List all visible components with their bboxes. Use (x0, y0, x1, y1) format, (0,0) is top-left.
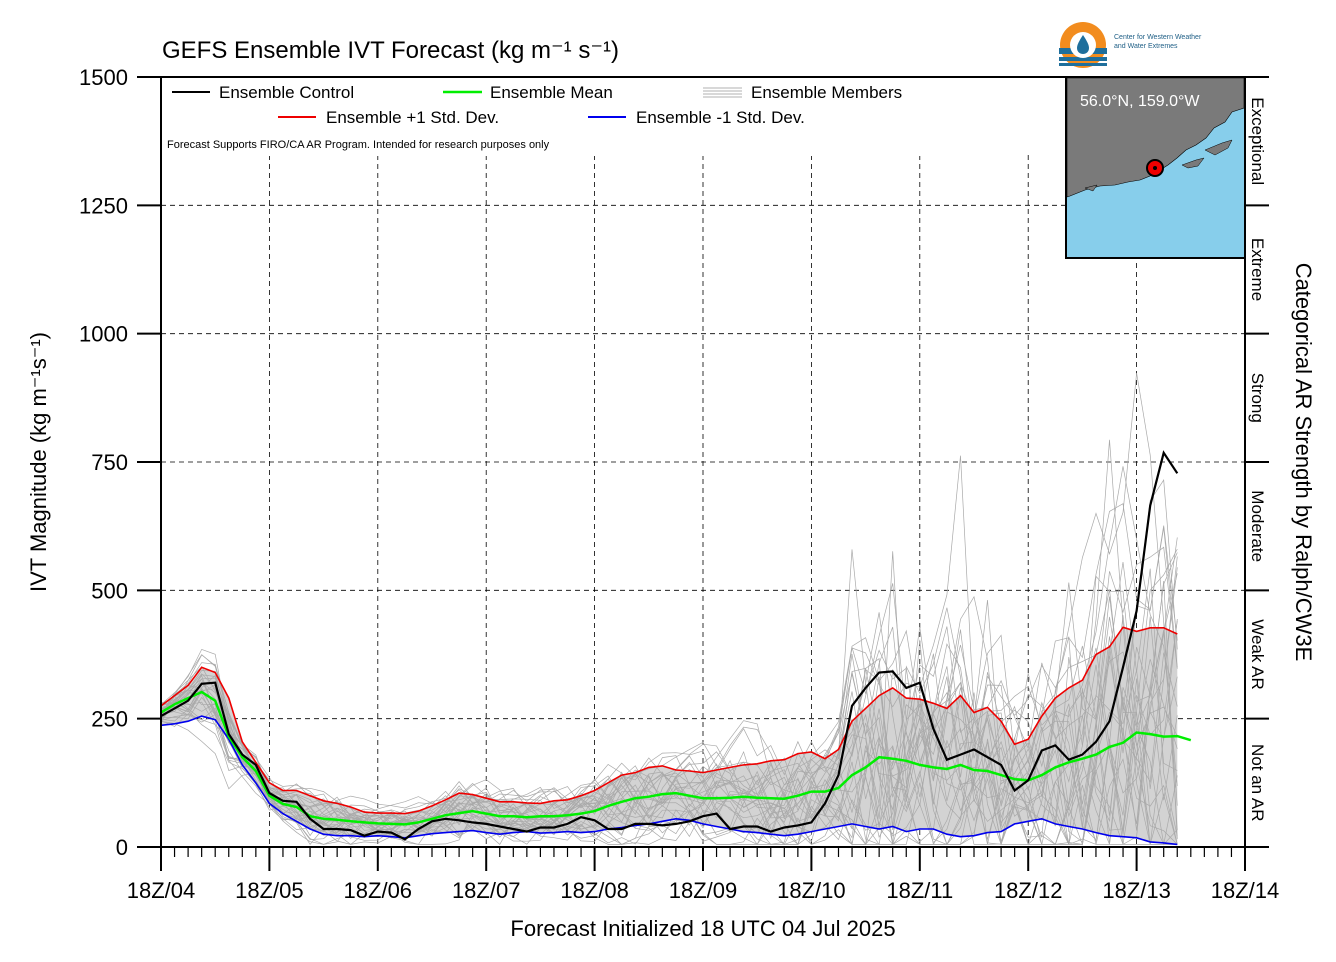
category-label-0: Not an AR (1248, 744, 1267, 822)
right-axis-label: Categorical AR Strength by Ralph/CW3E (1291, 263, 1316, 662)
category-axis: Not an AR Weak AR Moderate Strong Extreme Exc… (1245, 76, 1269, 848)
research-note: Forecast Supports FIRO/CA AR Program. In… (167, 139, 550, 151)
ensemble-member-line-4 (160, 687, 1178, 846)
legend-label-plus-std: Ensemble +1 Std. Dev. (326, 108, 499, 127)
inset-location-label: 56.0°N, 159.0°W (1080, 93, 1200, 110)
category-label-5: Exceptional (1248, 97, 1267, 185)
ensemble-member-line-2 (160, 455, 1178, 845)
category-label-3: Strong (1248, 373, 1267, 423)
ensemble-member-line-22 (160, 561, 1178, 845)
series-lines (160, 450, 1192, 846)
category-label-1: Weak AR (1248, 619, 1267, 690)
inset-location-map: 56.0°N, 159.0°W (1065, 76, 1246, 259)
water-drop-icon (1077, 35, 1089, 54)
ensemble-member-line-14 (160, 582, 1178, 845)
legend-swatch-members (703, 87, 742, 98)
series-line-ensemble-1-std-dev (160, 626, 1178, 815)
chart-title: GEFS Ensemble IVT Forecast (kg m⁻¹ s⁻¹) (162, 37, 619, 64)
legend-label-minus-std: Ensemble -1 Std. Dev. (636, 108, 805, 127)
legend-label-members: Ensemble Members (751, 83, 902, 102)
y-tick-label-4: 1000 (79, 322, 128, 347)
y-tick-label-2: 500 (91, 578, 128, 603)
ensemble-member-line-19 (160, 580, 1178, 845)
x-tick-label-9: 18Z/13 (1102, 878, 1171, 903)
x-tick-label-6: 18Z/10 (777, 878, 846, 903)
y-axis: 0 250 500 750 1000 1250 1500 (79, 65, 161, 860)
cw3e-logo (1059, 22, 1107, 68)
x-tick-label-8: 18Z/12 (994, 878, 1063, 903)
y-tick-label-3: 750 (91, 450, 128, 475)
ensemble-member-line-26 (160, 537, 1178, 845)
island-3 (1084, 184, 1098, 192)
x-axis-label: Forecast Initialized 18 UTC 04 Jul 2025 (510, 916, 895, 941)
y-axis-label: IVT Magnitude (kg m⁻¹s⁻¹) (26, 332, 51, 592)
x-tick-label-0: 18Z/04 (127, 878, 196, 903)
ensemble-member-line-20 (160, 615, 1178, 846)
y-tick-label-1: 250 (91, 707, 128, 732)
y-tick-label-5: 1250 (79, 193, 128, 218)
location-marker-center (1153, 166, 1157, 170)
logo-text: Center for Western Weather and Water Ext… (1114, 33, 1201, 51)
y-tick-label-0: 0 (116, 835, 128, 860)
x-axis: 18Z/04 18Z/05 18Z/06 18Z/07 18Z/08 18Z/09 18Z/… (127, 847, 1280, 903)
y-tick-label-6: 1500 (79, 65, 128, 90)
series-line-ensemble-mean (160, 690, 1192, 826)
island-1 (1204, 139, 1233, 156)
ensemble-member-line-9 (160, 596, 1178, 845)
series-line-ensemble-control (160, 450, 1179, 841)
logo-text-line2: and Water Extremes (1114, 43, 1178, 50)
legend: Ensemble Control Ensemble Mean Ensemble … (162, 78, 1007, 156)
ensemble-member-line-12 (160, 616, 1178, 846)
island-2 (1181, 157, 1205, 169)
x-tick-label-5: 18Z/09 (669, 878, 738, 903)
logo-text-line1: Center for Western Weather (1114, 34, 1202, 41)
plot-area (160, 76, 1246, 848)
x-tick-label-2: 18Z/06 (344, 878, 413, 903)
x-tick-label-3: 18Z/07 (452, 878, 521, 903)
ensemble-member-line-23 (160, 556, 1178, 846)
x-tick-label-1: 18Z/05 (235, 878, 304, 903)
x-tick-label-10: 18Z/14 (1211, 878, 1280, 903)
legend-label-control: Ensemble Control (219, 83, 354, 102)
legend-label-mean: Ensemble Mean (490, 83, 613, 102)
category-label-2: Moderate (1248, 490, 1267, 562)
x-tick-label-4: 18Z/08 (560, 878, 629, 903)
category-label-4: Extreme (1248, 238, 1267, 301)
x-tick-label-7: 18Z/11 (886, 878, 953, 903)
series-line-ensemble-1-std-dev (160, 715, 1178, 846)
ensemble-member-line-18 (160, 634, 1178, 846)
